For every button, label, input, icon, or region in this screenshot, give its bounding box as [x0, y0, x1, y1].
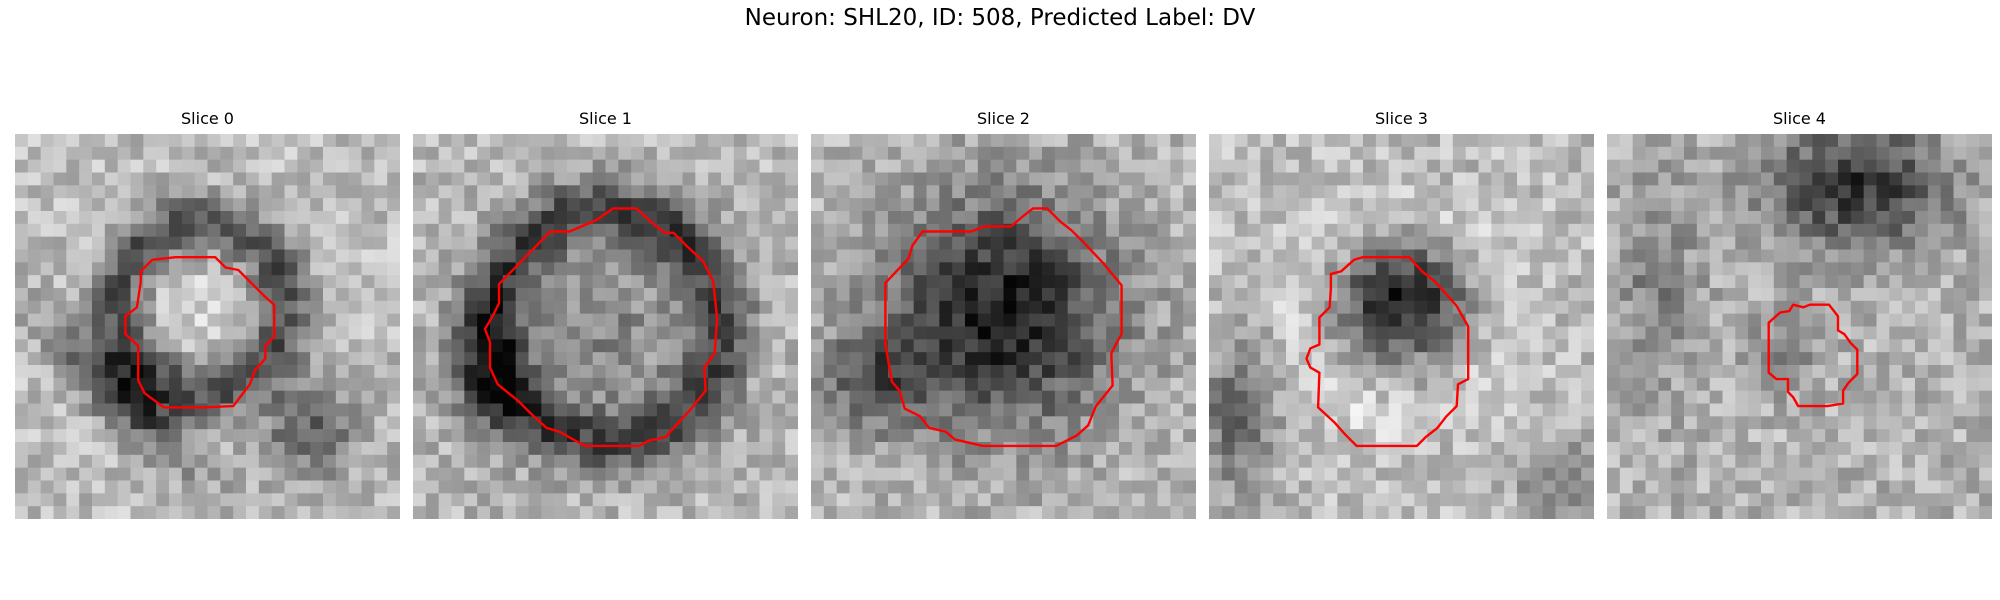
slice-panel-0: Slice 0	[15, 108, 400, 519]
slice-panel-3: Slice 3	[1209, 108, 1594, 519]
slice-title-4: Slice 4	[1773, 109, 1826, 128]
slice-panel-2: Slice 2	[811, 108, 1196, 519]
slice-image-4	[1607, 134, 1992, 519]
slice-image-0	[15, 134, 400, 519]
roi-contour-1	[483, 207, 719, 448]
slice-title-0: Slice 0	[181, 109, 234, 128]
roi-contour-4	[1767, 303, 1859, 408]
roi-contour-0	[124, 255, 276, 409]
slice-image-2	[811, 134, 1196, 519]
slice-title-2: Slice 2	[977, 109, 1030, 128]
slice-panel-1: Slice 1	[413, 108, 798, 519]
slice-title-1: Slice 1	[579, 109, 632, 128]
slice-panel-4: Slice 4	[1607, 108, 1992, 519]
slice-image-1	[413, 134, 798, 519]
roi-contour-2	[884, 207, 1123, 448]
slice-image-3	[1209, 134, 1594, 519]
roi-contour-3	[1305, 255, 1470, 448]
figure-title: Neuron: SHL20, ID: 508, Predicted Label:…	[744, 5, 1256, 31]
slice-title-3: Slice 3	[1375, 109, 1428, 128]
